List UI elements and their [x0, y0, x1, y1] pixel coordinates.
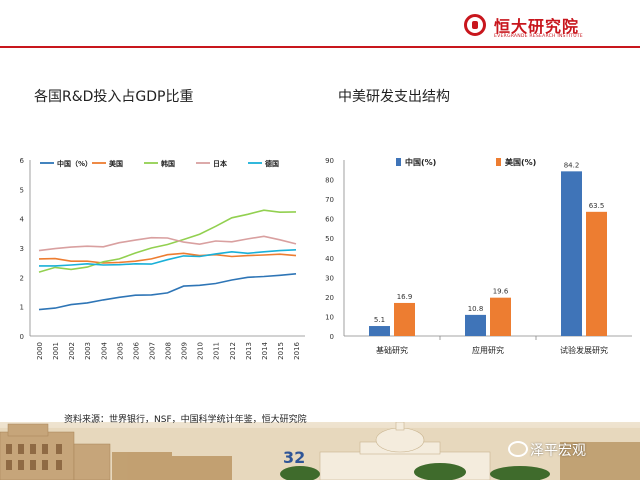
brand-logo-icon [464, 14, 486, 36]
bar-chart-y-tick: 10 [325, 313, 334, 321]
left-chart-title: 各国R&D投入占GDP比重 [34, 89, 194, 105]
line-chart-x-tick: 2002 [68, 342, 76, 360]
line-chart-x-tick: 2006 [132, 341, 140, 359]
bar-chart-x-tick: 应用研究 [472, 345, 504, 355]
bar-chart-y-tick: 0 [330, 333, 334, 341]
line-chart-y-tick: 6 [20, 157, 25, 165]
line-legend-label: 美国 [109, 159, 123, 168]
bar-data-label: 5.1 [374, 316, 385, 324]
line-chart-y-tick: 5 [20, 186, 24, 194]
line-chart-x-tick: 2016 [293, 341, 301, 359]
line-chart-y-tick: 4 [20, 216, 25, 224]
line-legend-label: 中国（%） [57, 159, 92, 168]
bar-data-label: 84.2 [564, 161, 580, 169]
line-chart-x-tick: 2005 [116, 342, 124, 360]
line-chart-y-tick: 1 [20, 304, 24, 312]
line-series-0 [38, 273, 297, 311]
line-legend-label: 韩国 [161, 159, 175, 168]
bar-chart-y-tick: 40 [325, 255, 334, 263]
bar-legend-label: 中国(%) [405, 157, 436, 167]
brand-logo: 恒大研究院 EVERGRANDE RESEARCH INSTITUTE [464, 14, 636, 44]
line-chart-x-tick: 2000 [36, 342, 44, 360]
bar-chart-y-tick: 60 [325, 216, 334, 224]
footer-banner [0, 422, 640, 480]
brand-name-cn: 恒大研究院 [494, 17, 580, 36]
line-chart-y-tick: 0 [20, 333, 24, 341]
bar-legend-swatch [396, 158, 401, 166]
line-chart-x-tick: 2013 [245, 342, 253, 360]
line-chart-x-tick: 2009 [181, 342, 189, 360]
bar-0-2 [561, 171, 582, 336]
line-legend-label: 日本 [213, 159, 227, 168]
line-series-1 [38, 252, 297, 264]
bar-1-0 [394, 302, 415, 336]
bar-chart-y-tick: 20 [325, 294, 334, 302]
right-chart-title: 中美研发支出结构 [338, 89, 450, 105]
footer-buildings-illustration [0, 422, 640, 480]
bar-legend-label: 美国(%) [505, 157, 536, 167]
line-chart-x-tick: 2010 [197, 342, 205, 360]
bar-data-label: 63.5 [589, 202, 605, 210]
line-chart-x-tick: 2014 [261, 341, 269, 359]
line-legend-label: 德国 [265, 159, 279, 168]
bar-chart-y-tick: 90 [325, 157, 334, 165]
watermark-text: 泽平宏观 [530, 443, 586, 459]
line-chart-y-tick: 2 [20, 274, 24, 282]
source-note: 资料来源：世界银行，NSF，中国科学统计年鉴，恒大研究院 [64, 415, 307, 425]
line-chart-y-tick: 3 [20, 245, 24, 253]
bar-data-label: 16.9 [397, 293, 413, 301]
line-chart-x-tick: 2004 [100, 341, 108, 359]
line-chart-x-tick: 2008 [165, 342, 173, 360]
bar-1-2 [586, 211, 607, 336]
bar-legend-swatch [496, 158, 501, 166]
bar-0-1 [465, 314, 486, 336]
bar-1-1 [490, 297, 511, 336]
line-chart-x-tick: 2011 [213, 342, 221, 360]
bar-chart-y-tick: 80 [325, 177, 334, 185]
line-chart-x-tick: 2003 [84, 342, 92, 360]
header-rule [0, 46, 640, 48]
bar-chart-y-tick: 50 [325, 235, 334, 243]
bar-chart-x-tick: 试验发展研究 [560, 345, 608, 355]
bar-data-label: 10.8 [468, 305, 484, 313]
line-series-4 [39, 249, 297, 267]
bar-chart-y-tick: 30 [325, 274, 334, 282]
bar-chart-x-tick: 基础研究 [376, 345, 408, 355]
line-series-2 [38, 209, 297, 273]
line-chart-x-tick: 2015 [277, 342, 285, 360]
line-chart-x-tick: 2001 [52, 342, 60, 360]
line-series-3 [38, 235, 297, 252]
bar-data-label: 19.6 [493, 288, 509, 296]
bar-0-0 [369, 326, 390, 336]
bar-chart-y-tick: 70 [325, 196, 334, 204]
line-chart-x-tick: 2007 [148, 342, 156, 360]
line-chart-x-tick: 2012 [229, 342, 237, 360]
wechat-icon [508, 441, 528, 457]
page-number: 32 [283, 448, 306, 467]
brand-name-en: EVERGRANDE RESEARCH INSTITUTE [494, 34, 583, 39]
